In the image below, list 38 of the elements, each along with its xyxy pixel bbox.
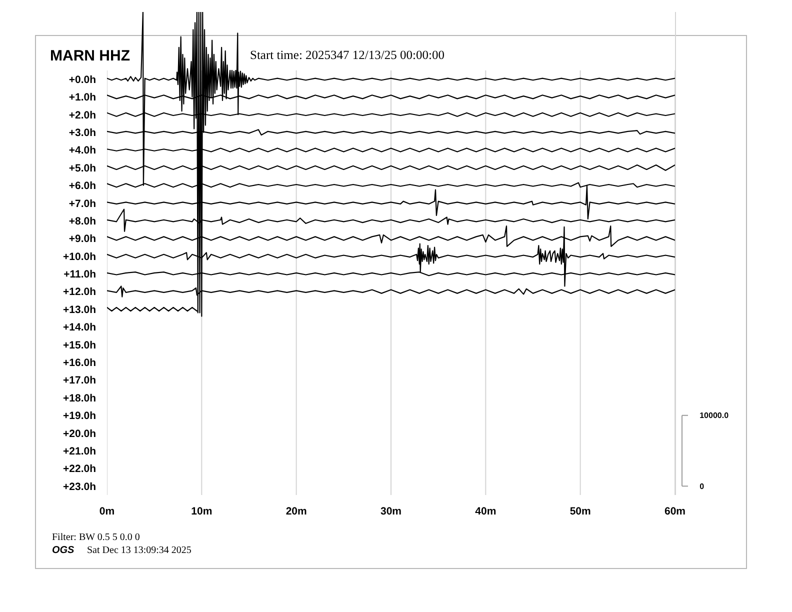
y-tick-label: +2.0h (68, 109, 96, 122)
text: MARN HHZ (50, 47, 130, 64)
y-tick-label: +10.0h (63, 250, 96, 263)
y-tick-label: +4.0h (68, 144, 96, 157)
text: Start time: 2025347 12/13/25 00:00:00 (250, 48, 444, 62)
x-tick-label: 60m (664, 506, 686, 518)
y-tick-label: +8.0h (68, 215, 96, 228)
y-tick-label: +9.0h (68, 233, 96, 246)
y-tick-label: +7.0h (68, 198, 96, 210)
y2-tick-label: 0 (700, 482, 705, 491)
y-tick-label: +6.0h (68, 180, 96, 192)
y-tick-label: +5.0h (68, 162, 96, 174)
y-tick-label: +18.0h (63, 392, 96, 404)
x-tick-label: 20m (286, 506, 307, 518)
y-tick-label: +13.0h (63, 304, 96, 316)
text: Filter: BW 0.5 5 0.0 0 (52, 532, 140, 543)
y-tick-label: +21.0h (63, 445, 96, 458)
y2-tick-label: 10000.0 (700, 411, 730, 420)
y-tick-label: +17.0h (63, 374, 96, 387)
y-tick-label: +3.0h (68, 126, 96, 139)
x-tick-label: 0m (99, 506, 115, 518)
y-tick-label: +23.0h (63, 480, 96, 493)
y-tick-label: +11.0h (64, 268, 96, 281)
y-tick-label: +14.0h (63, 322, 96, 334)
x-tick-label: 40m (475, 506, 496, 518)
x-tick-label: 30m (380, 506, 402, 518)
text: OGS (52, 545, 75, 556)
y-tick-label: +12.0h (63, 286, 96, 298)
y-tick-label: +0.0h (68, 74, 96, 86)
y-tick-label: +20.0h (63, 428, 96, 440)
x-tick-label: 10m (191, 506, 212, 518)
y-tick-label: +16.0h (63, 356, 96, 369)
y-tick-label: +1.0h (68, 92, 96, 104)
text: Sat Dec 13 13:09:34 2025 (87, 545, 192, 556)
y-tick-label: +22.0h (63, 463, 96, 476)
y-tick-label: +15.0h (63, 339, 96, 352)
x-tick-label: 50m (570, 506, 591, 518)
y-tick-label: +19.0h (63, 410, 96, 422)
